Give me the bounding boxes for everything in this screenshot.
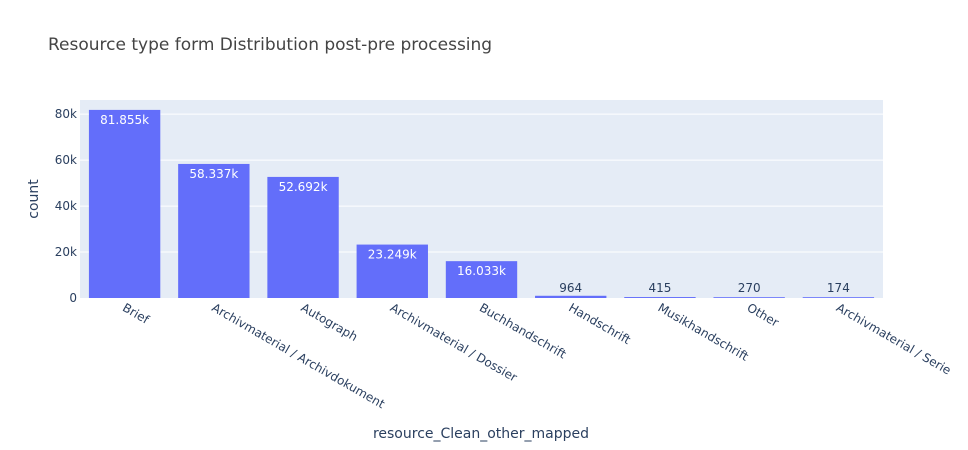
x-tick-label: Autograph [299, 300, 361, 344]
x-axis-ticks: Brief Archivmaterial / ArchivdokumentAuto… [120, 300, 953, 411]
bar [178, 163, 250, 298]
data-label: 23.249k [368, 248, 417, 262]
x-axis-title: resource_Clean_other_mapped [373, 426, 589, 442]
bar [356, 244, 428, 298]
x-tick-label: Other [745, 300, 782, 329]
bar [445, 261, 518, 298]
x-tick-label: Buchhandschrift [477, 300, 569, 361]
data-label: 964 [559, 281, 582, 295]
data-label: 174 [827, 281, 850, 295]
bar [267, 176, 339, 298]
x-tick-label: Handschrift [566, 300, 633, 347]
data-label: 16.033k [457, 264, 506, 278]
y-tick-label: 60k [55, 153, 77, 167]
bar [802, 297, 875, 298]
y-tick-label: 0 [69, 291, 77, 305]
data-label: 415 [648, 281, 671, 295]
data-label: 81.855k [100, 113, 149, 127]
x-tick-label: Archivmaterial / Serie [834, 300, 954, 377]
y-tick-label: 20k [55, 245, 77, 259]
x-tick-label: Archivmaterial / Archivdokument [209, 300, 387, 411]
y-tick-label: 40k [55, 199, 77, 213]
bar [624, 297, 696, 298]
x-tick-label: Musikhandschrift [655, 300, 751, 363]
data-label: 270 [738, 281, 761, 295]
bars: 81.855k 58.337k 52.692k 23.249k 16.033k 964 41… [88, 109, 875, 298]
bar [88, 109, 161, 298]
y-tick-label: 80k [55, 107, 77, 121]
y-axis-ticks: 0 20k 40k 60k 80k [55, 107, 77, 305]
x-tick-label: Brief [120, 300, 152, 327]
chart-title: Resource type form Distribution post-pre… [48, 35, 492, 55]
data-label: 52.692k [279, 180, 328, 194]
data-label: 58.337k [189, 167, 238, 181]
bar [713, 297, 785, 298]
bar [535, 295, 607, 298]
y-axis-title: count [26, 179, 42, 219]
